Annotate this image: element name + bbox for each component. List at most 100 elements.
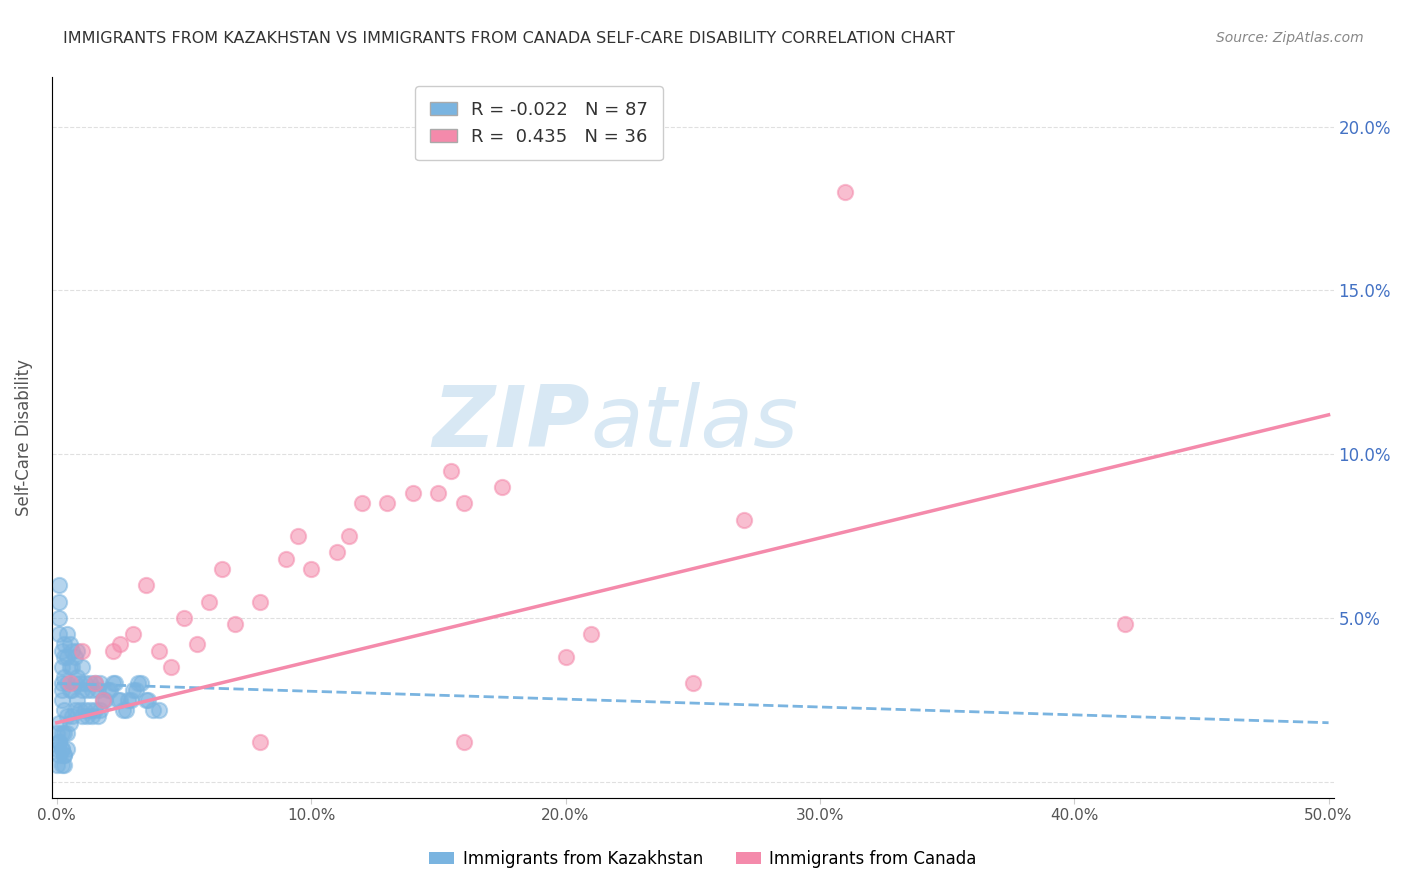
Point	[129, 676, 152, 690]
Point	[60, 643, 83, 657]
Point	[58, 676, 80, 690]
Point	[60, 709, 83, 723]
Point	[733, 513, 755, 527]
Point	[89, 676, 111, 690]
Point	[51, 660, 73, 674]
Point	[58, 683, 80, 698]
Point	[377, 496, 399, 510]
Point	[186, 637, 208, 651]
Y-axis label: Self-Care Disability: Self-Care Disability	[15, 359, 32, 516]
Point	[84, 676, 107, 690]
Point	[101, 676, 124, 690]
Point	[86, 683, 108, 698]
Point	[352, 496, 374, 510]
Point	[86, 709, 108, 723]
Point	[58, 637, 80, 651]
Point	[53, 650, 76, 665]
Point	[53, 758, 76, 772]
Point	[120, 693, 142, 707]
Point	[834, 185, 856, 199]
Point	[63, 703, 86, 717]
Point	[45, 758, 67, 772]
Point	[101, 643, 124, 657]
Point	[82, 683, 104, 698]
Point	[63, 676, 86, 690]
Point	[107, 693, 129, 707]
Point	[117, 693, 139, 707]
Legend: R = -0.022   N = 87, R =  0.435   N = 36: R = -0.022 N = 87, R = 0.435 N = 36	[415, 87, 662, 161]
Point	[148, 703, 170, 717]
Point	[66, 643, 89, 657]
Point	[110, 637, 132, 651]
Point	[453, 496, 475, 510]
Point	[211, 562, 233, 576]
Point	[249, 594, 271, 608]
Point	[53, 748, 76, 763]
Point	[427, 486, 450, 500]
Point	[554, 650, 576, 665]
Point	[274, 552, 297, 566]
Point	[325, 545, 347, 559]
Point	[51, 742, 73, 756]
Point	[491, 480, 513, 494]
Point	[89, 703, 111, 717]
Point	[111, 703, 134, 717]
Legend: Immigrants from Kazakhstan, Immigrants from Canada: Immigrants from Kazakhstan, Immigrants f…	[423, 844, 983, 875]
Text: atlas: atlas	[591, 382, 799, 465]
Point	[48, 627, 70, 641]
Point	[45, 742, 67, 756]
Point	[160, 660, 183, 674]
Point	[249, 735, 271, 749]
Point	[122, 627, 145, 641]
Point	[299, 562, 322, 576]
Point	[56, 627, 79, 641]
Point	[51, 742, 73, 756]
Point	[58, 660, 80, 674]
Point	[82, 709, 104, 723]
Point	[79, 676, 101, 690]
Point	[56, 709, 79, 723]
Point	[440, 463, 463, 477]
Point	[79, 703, 101, 717]
Point	[148, 643, 170, 657]
Point	[110, 693, 132, 707]
Point	[402, 486, 425, 500]
Point	[337, 529, 360, 543]
Point	[224, 617, 246, 632]
Point	[127, 676, 149, 690]
Point	[84, 676, 107, 690]
Point	[91, 693, 114, 707]
Point	[51, 683, 73, 698]
Point	[84, 703, 107, 717]
Point	[73, 703, 96, 717]
Point	[97, 683, 120, 698]
Point	[138, 693, 160, 707]
Point	[122, 683, 145, 698]
Point	[48, 715, 70, 730]
Point	[69, 703, 91, 717]
Point	[53, 637, 76, 651]
Point	[72, 683, 94, 698]
Point	[51, 758, 73, 772]
Point	[135, 578, 157, 592]
Point	[91, 693, 114, 707]
Point	[53, 703, 76, 717]
Point	[51, 693, 73, 707]
Point	[66, 670, 89, 684]
Point	[198, 594, 221, 608]
Point	[58, 715, 80, 730]
Point	[51, 725, 73, 739]
Point	[56, 742, 79, 756]
Point	[453, 735, 475, 749]
Point	[56, 676, 79, 690]
Point	[51, 676, 73, 690]
Point	[579, 627, 602, 641]
Point	[53, 725, 76, 739]
Point	[94, 693, 117, 707]
Point	[48, 578, 70, 592]
Point	[48, 748, 70, 763]
Point	[48, 735, 70, 749]
Point	[287, 529, 309, 543]
Text: Source: ZipAtlas.com: Source: ZipAtlas.com	[1216, 31, 1364, 45]
Point	[73, 676, 96, 690]
